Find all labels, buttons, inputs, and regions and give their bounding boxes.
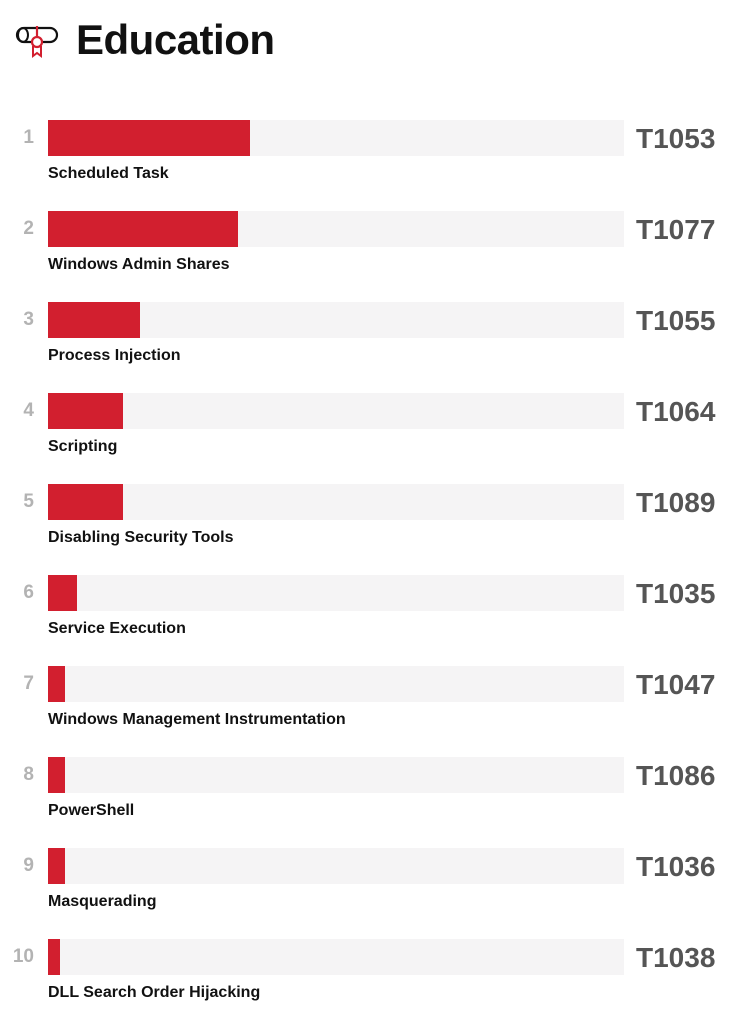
bar-row: 1 Scheduled Task T1053 <box>0 120 733 200</box>
bar-track <box>48 757 624 793</box>
bar-row: 2 Windows Admin Shares T1077 <box>0 211 733 291</box>
rank-label: 8 <box>23 764 34 785</box>
technique-code: T1055 <box>636 305 716 336</box>
rank-label: 4 <box>23 400 34 421</box>
bar <box>48 302 141 338</box>
bar-track <box>48 302 624 338</box>
bar <box>48 120 250 156</box>
technique-code: T1038 <box>636 942 716 973</box>
diploma-scroll-icon <box>15 26 59 58</box>
rank-label: 5 <box>23 491 34 512</box>
technique-name: DLL Search Order Hijacking <box>48 984 261 1001</box>
bar-row: 5 Disabling Security Tools T1089 <box>0 484 733 564</box>
rank-label: 6 <box>23 582 34 603</box>
bar-row: 8 PowerShell T1086 <box>0 757 733 837</box>
technique-name: Windows Admin Shares <box>48 256 230 273</box>
bar <box>48 211 239 247</box>
bar <box>48 484 123 520</box>
technique-code: T1077 <box>636 214 716 245</box>
bar-track <box>48 939 624 975</box>
technique-code: T1035 <box>636 578 716 609</box>
bar-row: 4 Scripting T1064 <box>0 393 733 473</box>
bar <box>48 939 60 975</box>
technique-name: Disabling Security Tools <box>48 529 234 546</box>
bar-row: 9 Masquerading T1036 <box>0 848 733 928</box>
bar-track <box>48 848 624 884</box>
technique-code: T1053 <box>636 123 716 154</box>
technique-code: T1036 <box>636 851 716 882</box>
technique-name: PowerShell <box>48 802 135 819</box>
technique-code: T1089 <box>636 487 716 518</box>
bar-row: 6 Service Execution T1035 <box>0 575 733 655</box>
rank-label: 9 <box>23 855 34 876</box>
bar-track <box>48 575 624 611</box>
bar-row: 7 Windows Management Instrumentation T1047 <box>0 666 733 746</box>
technique-code: T1047 <box>636 669 716 700</box>
bar-row: 3 Process Injection T1055 <box>0 302 733 382</box>
technique-name: Scheduled Task <box>48 165 169 182</box>
technique-name: Windows Management Instrumentation <box>48 711 346 728</box>
technique-name: Service Execution <box>48 620 186 637</box>
chart-title: Education <box>76 16 275 63</box>
chart-header: Education <box>14 14 275 66</box>
rank-label: 10 <box>12 946 34 967</box>
bar-track <box>48 484 624 520</box>
bar-row: 10 DLL Search Order Hijacking T1038 <box>0 939 733 1019</box>
rank-label: 1 <box>23 127 34 148</box>
bar <box>48 393 123 429</box>
bar-track <box>48 393 624 429</box>
bar <box>48 757 66 793</box>
technique-name: Scripting <box>48 438 118 455</box>
rank-label: 3 <box>23 309 34 330</box>
bar <box>48 666 66 702</box>
technique-code: T1064 <box>636 396 716 427</box>
bar-track <box>48 211 624 247</box>
technique-code: T1086 <box>636 760 716 791</box>
bar <box>48 575 77 611</box>
technique-name: Masquerading <box>48 893 157 910</box>
bar-track <box>48 666 624 702</box>
bar-track <box>48 120 624 156</box>
rank-label: 2 <box>23 218 34 239</box>
bar <box>48 848 66 884</box>
rank-label: 7 <box>23 673 34 694</box>
technique-name: Process Injection <box>48 347 181 364</box>
